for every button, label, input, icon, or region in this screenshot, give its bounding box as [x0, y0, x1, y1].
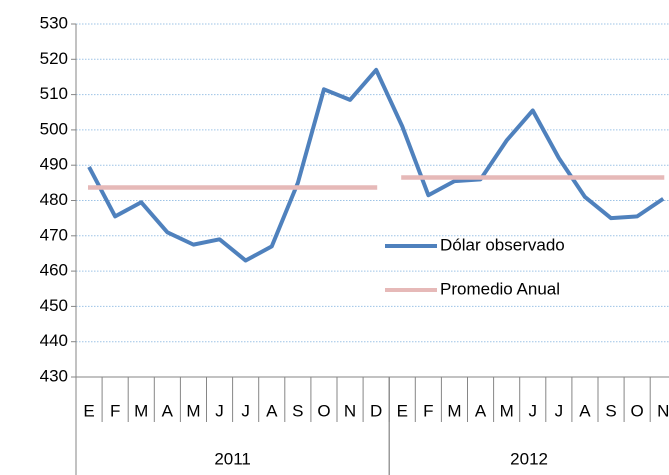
group-label: 2011: [214, 449, 251, 468]
x-tick-label: O: [317, 401, 330, 420]
x-tick-label: J: [241, 401, 250, 420]
y-tick-label: 490: [40, 155, 68, 174]
x-tick-label: O: [631, 401, 644, 420]
group-label: 2012: [510, 449, 548, 468]
x-tick-label: A: [162, 401, 174, 420]
x-tick-label: M: [134, 401, 148, 420]
y-tick-label: 460: [40, 261, 68, 280]
x-tick-label: E: [83, 401, 94, 420]
y-tick-label: 430: [40, 366, 68, 385]
x-tick-label: F: [423, 401, 433, 420]
x-tick-label: M: [186, 401, 200, 420]
x-tick-label: N: [657, 401, 669, 420]
x-tick-label: S: [605, 401, 616, 420]
series-line: [87, 67, 665, 263]
x-tick-label: A: [266, 401, 278, 420]
x-tick-label: E: [397, 401, 408, 420]
y-tick-label: 530: [40, 13, 68, 32]
x-tick-label: S: [292, 401, 303, 420]
legend-label: Promedio Anual: [440, 279, 560, 298]
y-tick-label: 440: [40, 331, 68, 350]
x-tick-label: F: [110, 401, 120, 420]
y-tick-label: 470: [40, 225, 68, 244]
y-tick-label: 520: [40, 49, 68, 68]
y-tick-label: 510: [40, 84, 68, 103]
x-tick-label: J: [215, 401, 224, 420]
legend-label: Dólar observado: [440, 235, 565, 254]
x-tick-label: J: [529, 401, 538, 420]
x-tick-label: A: [475, 401, 487, 420]
x-tick-label: J: [555, 401, 564, 420]
x-tick-label: A: [579, 401, 591, 420]
x-tick-label: N: [344, 401, 356, 420]
y-tick-label: 500: [40, 119, 68, 138]
x-tick-label: M: [447, 401, 461, 420]
x-tick-label: M: [500, 401, 514, 420]
y-tick-label: 480: [40, 190, 68, 209]
x-tick-label: D: [370, 401, 382, 420]
y-tick-label: 450: [40, 296, 68, 315]
